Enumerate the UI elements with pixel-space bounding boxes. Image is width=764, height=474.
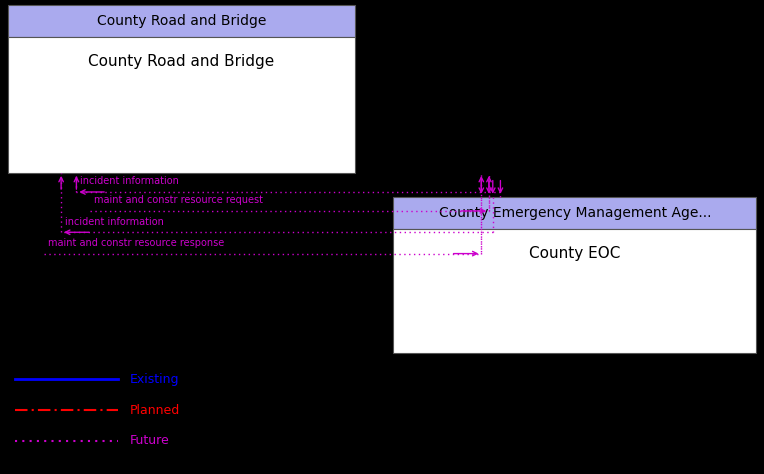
Bar: [8, 37, 355, 173]
Bar: [393, 197, 756, 229]
Bar: [8, 5, 355, 37]
Bar: [393, 229, 756, 353]
Text: Future: Future: [130, 434, 170, 447]
Text: Planned: Planned: [130, 403, 180, 417]
Text: County EOC: County EOC: [529, 246, 620, 261]
Text: County Road and Bridge: County Road and Bridge: [97, 14, 266, 28]
Text: maint and constr resource request: maint and constr resource request: [94, 195, 263, 205]
Text: maint and constr resource response: maint and constr resource response: [48, 238, 225, 248]
Text: County Emergency Management Age...: County Emergency Management Age...: [439, 206, 711, 220]
Text: incident information: incident information: [65, 217, 163, 227]
Text: County Road and Bridge: County Road and Bridge: [89, 54, 274, 69]
Text: incident information: incident information: [80, 176, 179, 186]
Text: Existing: Existing: [130, 373, 180, 386]
